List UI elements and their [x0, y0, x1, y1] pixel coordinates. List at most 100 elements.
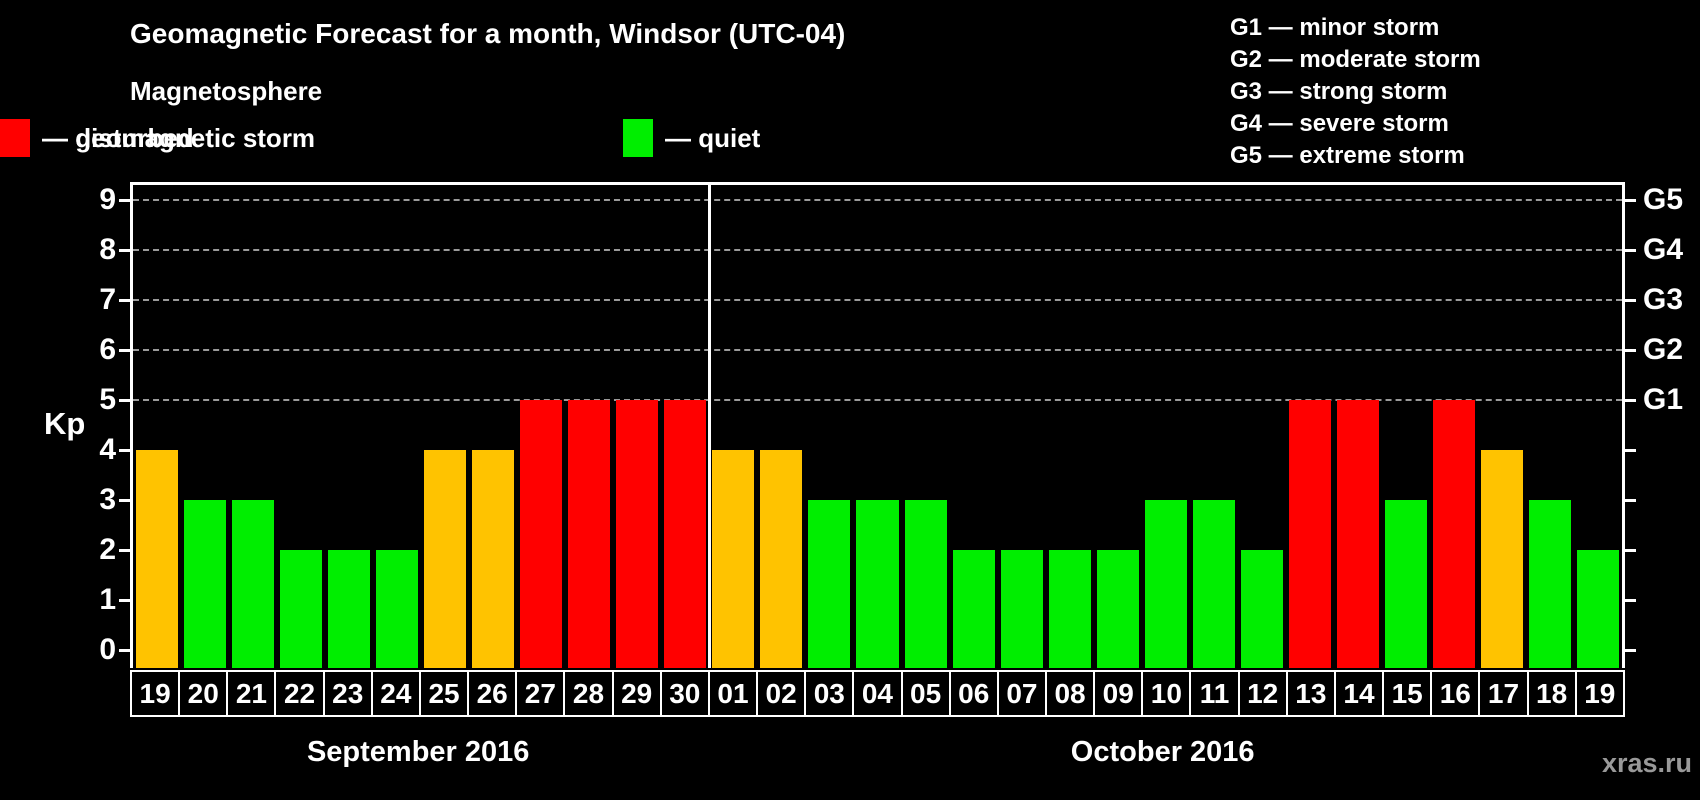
day-cell-16: 16: [1432, 672, 1481, 715]
day-cell-15: 15: [1384, 672, 1433, 715]
day-cell-06: 06: [951, 672, 999, 715]
storm-color-swatch: [0, 119, 30, 157]
y-tick-label-9: 9: [99, 183, 116, 216]
day-cell-23: 23: [325, 672, 373, 715]
y-tick-label-7: 7: [99, 283, 116, 316]
g2-legend-line: G2 — moderate storm: [1230, 46, 1481, 73]
y-tick-label-2: 2: [99, 533, 116, 566]
quiet-color-swatch: [623, 119, 653, 157]
g-axis-label-g5: G5: [1643, 183, 1684, 216]
watermark: xras.ru: [1601, 748, 1692, 778]
day-cell-22: 22: [276, 672, 325, 715]
legend-label-quiet: — quiet: [665, 122, 761, 153]
kp-bar-day-15: [1384, 500, 1427, 668]
g-axis-label-g3: G3: [1643, 283, 1684, 316]
page-title: Geomagnetic Forecast for a month, Windso…: [130, 18, 846, 49]
legend-label-disturbed: — disturbed: [42, 122, 194, 153]
kp-bar-day-20: [184, 500, 227, 668]
month-label-0: September 2016: [306, 736, 530, 768]
left-tick-kp5: [119, 398, 130, 402]
g-axis-label-g4: G4: [1643, 233, 1684, 266]
kp-bar-day-23: [328, 550, 371, 668]
left-tick-kp0: [119, 648, 130, 652]
right-tick-kp9: [1625, 198, 1636, 202]
right-tick-kp0: [1625, 648, 1636, 652]
legend-item-storm: — geomagnetic storm: [0, 118, 315, 158]
left-tick-kp9: [119, 198, 130, 202]
left-tick-kp6: [119, 348, 130, 352]
kp-bar-day-11: [1192, 500, 1235, 668]
kp-bar-day-19: [136, 450, 179, 668]
kp-bar-day-17: [1480, 450, 1523, 668]
kp-bar-day-26: [472, 450, 515, 668]
day-cell-18: 18: [1529, 672, 1577, 715]
day-cell-27: 27: [517, 672, 566, 715]
day-cell-02: 02: [758, 672, 807, 715]
kp-bar-day-04: [856, 500, 899, 668]
gridline-kp8: [133, 249, 1622, 251]
day-cell-19: 19: [132, 672, 181, 715]
gridline-kp5: [133, 399, 1622, 401]
kp-bar-day-30: [664, 400, 707, 668]
legend-label-storm: — geomagnetic storm: [42, 122, 316, 153]
day-axis-row: 19 20 21 22 23 24 25 26 27 28 29 30 01 02 03 04 05 06 07 08…: [130, 670, 1625, 717]
day-cell-05: 05: [903, 672, 951, 715]
kp-bar-day-29: [616, 400, 659, 668]
right-tick-kp3: [1625, 498, 1636, 502]
kp-bar-day-12: [1240, 550, 1283, 668]
left-tick-kp1: [119, 598, 130, 602]
kp-bar-day-09: [1096, 550, 1139, 668]
y-tick-label-8: 8: [99, 233, 116, 266]
day-cell-29: 29: [614, 672, 662, 715]
kp-bar-day-05: [904, 500, 947, 668]
kp-bar-day-13: [1288, 400, 1331, 668]
g5-legend-line: G5 — extreme storm: [1230, 142, 1465, 169]
g4-legend-line: G4 — severe storm: [1230, 110, 1449, 137]
y-tick-label-6: 6: [99, 333, 116, 366]
kp-bar-day-10: [1144, 500, 1187, 668]
day-cell-19: 19: [1584, 677, 1616, 709]
right-tick-kp6: [1625, 348, 1636, 352]
right-tick-kp7: [1625, 298, 1636, 302]
day-cell-13: 13: [1288, 672, 1336, 715]
kp-bar-day-25: [424, 450, 467, 668]
day-cell-11: 11: [1191, 672, 1240, 715]
y-tick-label-3: 3: [99, 483, 116, 516]
right-tick-kp4: [1625, 448, 1636, 452]
day-cell-21: 21: [228, 672, 277, 715]
kp-bar-day-03: [808, 500, 851, 668]
day-cell-26: 26: [469, 672, 518, 715]
kp-bar-day-18: [1528, 500, 1571, 668]
g-scale-legend: G1 — minor storm G2 — moderate storm G3 …: [1230, 12, 1481, 172]
day-cell-24: 24: [373, 672, 421, 715]
day-cell-03: 03: [806, 672, 855, 715]
kp-bar-day-21: [232, 500, 275, 668]
y-tick-label-4: 4: [99, 433, 116, 466]
right-tick-kp5: [1625, 398, 1636, 402]
day-cell-20: 20: [180, 672, 229, 715]
kp-bar-day-24: [376, 550, 419, 668]
y-tick-label-1: 1: [99, 583, 116, 616]
day-cell-10: 10: [1143, 672, 1192, 715]
kp-bar-day-19: [1576, 550, 1619, 668]
g3-legend-line: G3 — strong storm: [1230, 78, 1448, 105]
gridline-kp7: [133, 299, 1622, 301]
day-cell-09: 09: [1095, 672, 1144, 715]
left-tick-kp8: [119, 248, 130, 252]
g-axis-label-g2: G2: [1643, 333, 1684, 366]
kp-bar-day-14: [1336, 400, 1379, 668]
kp-bar-day-01: [712, 450, 755, 668]
day-cell-14: 14: [1336, 672, 1385, 715]
magnetosphere-subtitle: Magnetosphere: [130, 76, 323, 106]
y-axis-title: Kp: [44, 406, 86, 441]
left-tick-kp3: [119, 498, 130, 502]
day-cell-12: 12: [1240, 672, 1288, 715]
day-cell-28: 28: [565, 672, 614, 715]
kp-bar-day-16: [1432, 400, 1475, 668]
left-tick-kp7: [119, 298, 130, 302]
right-tick-kp2: [1625, 548, 1636, 552]
kp-bar-day-22: [280, 550, 323, 668]
right-tick-kp1: [1625, 598, 1636, 602]
left-tick-kp2: [119, 548, 130, 552]
kp-bar-day-27: [520, 400, 563, 668]
